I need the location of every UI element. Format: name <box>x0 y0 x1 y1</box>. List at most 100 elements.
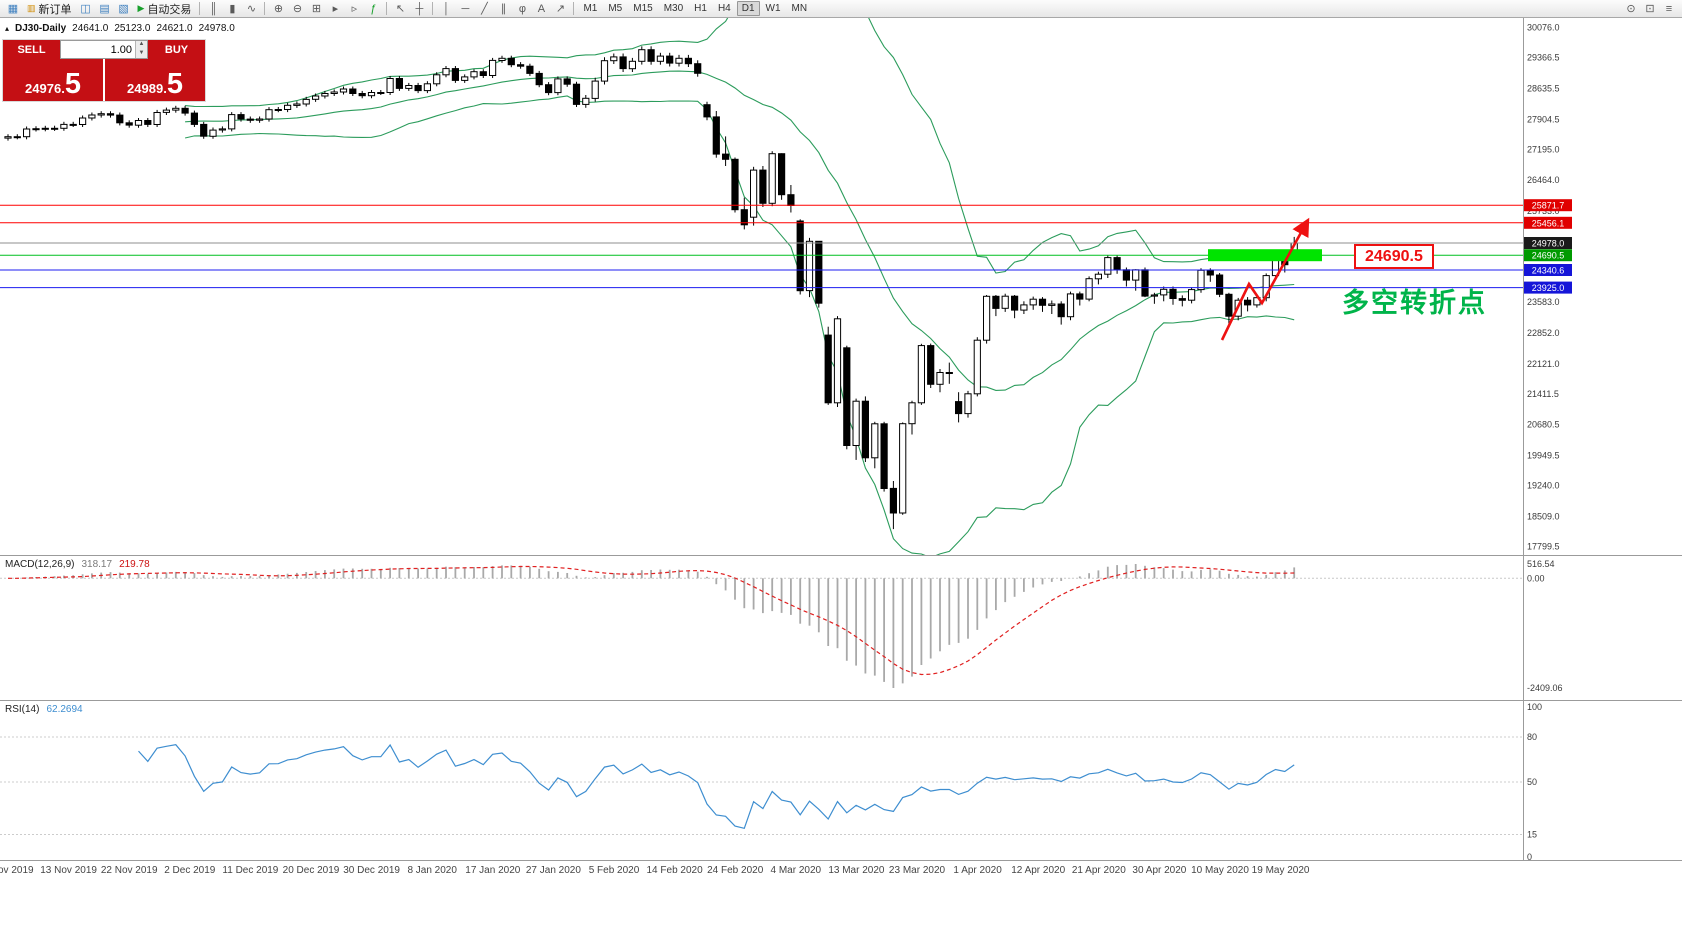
cursor-icon[interactable]: ↖ <box>395 3 406 15</box>
zoom-out-icon[interactable]: ⊖ <box>292 3 303 15</box>
sell-button[interactable]: SELL <box>3 40 60 59</box>
channel-icon[interactable]: ∥ <box>500 3 507 15</box>
price-axis-label: 28635.5 <box>1527 83 1560 93</box>
tile-windows-icon[interactable]: ⊞ <box>311 3 322 15</box>
sell-price-main: 24976. <box>25 81 65 96</box>
candle-body <box>1085 278 1093 300</box>
timeframe-w1[interactable]: W1 <box>765 3 781 14</box>
trend-arrow[interactable] <box>1220 217 1310 341</box>
panel-collapse-icon[interactable]: ▴ <box>5 24 10 33</box>
indicators-icon[interactable]: ƒ <box>370 2 377 15</box>
candle-body <box>1001 295 1009 309</box>
price-level-label-box <box>1524 249 1572 262</box>
fibonacci-icon[interactable]: φ <box>518 2 526 15</box>
price-axis-label: 27904.5 <box>1527 114 1560 124</box>
candle-body <box>1169 288 1177 299</box>
vertical-line-icon[interactable]: │ <box>443 2 450 15</box>
zoom-in-icon[interactable]: ⊕ <box>273 3 284 15</box>
candle-body <box>442 68 450 76</box>
sell-price-big: 5 <box>64 68 81 101</box>
price-level-label-box <box>1524 199 1572 212</box>
rsi-chart[interactable]: 100 80 50 15 0 <box>0 701 1682 860</box>
price-callout-label[interactable]: 24690.5 <box>1354 244 1434 270</box>
timeframe-m15[interactable]: M15 <box>633 3 653 14</box>
toolbar-separator <box>573 2 575 15</box>
candle-body <box>162 109 171 113</box>
date-axis-label: 20 Dec 2019 <box>282 865 340 876</box>
main-chart[interactable]: 30076.0 29366.5 28635.5 27904.5 27195.0 26464… <box>0 18 1682 555</box>
timeframe-m1[interactable]: M1 <box>583 3 598 14</box>
ohlc-open: 24641.0 <box>72 23 109 34</box>
arrow-object-icon[interactable]: ↗ <box>555 3 566 15</box>
rsi-panel[interactable]: 100 80 50 15 0 RSI(14) 62.2694 <box>0 700 1682 860</box>
window-list-icon[interactable]: ≡ <box>1665 2 1673 15</box>
candle-body <box>610 56 618 62</box>
candle-body <box>759 169 767 204</box>
candle-body <box>1029 298 1037 306</box>
candle-body <box>656 55 664 62</box>
window-cascade-icon[interactable]: ⊡ <box>1645 3 1655 15</box>
timeframe-h1[interactable]: H1 <box>694 3 707 14</box>
timeframe-m5[interactable]: M5 <box>608 3 623 14</box>
auto-scroll-icon[interactable]: ▸ <box>332 3 339 15</box>
macd-chart[interactable]: 516.54 0.00 -2409.06 <box>0 556 1682 700</box>
text-label-icon[interactable]: A <box>537 2 546 15</box>
candle-body <box>535 72 543 86</box>
date-axis-label: 13 Mar 2020 <box>828 865 885 876</box>
navigator-icon[interactable]: ▧ <box>118 3 129 15</box>
rsi-axis-label: 0 <box>1527 852 1532 860</box>
timeframe-d1[interactable]: D1 <box>736 1 760 16</box>
timeframe-mn[interactable]: MN <box>791 3 808 14</box>
chart-window-icon[interactable]: ▦ <box>7 3 19 15</box>
candle-body <box>1178 298 1186 301</box>
volume-up-button[interactable]: ▲ <box>136 41 147 50</box>
candle-body <box>498 57 506 61</box>
date-axis-label: 22 Nov 2019 <box>100 865 158 876</box>
timeframe-h4[interactable]: H4 <box>717 3 731 14</box>
volume-box: ▲ ▼ <box>60 40 148 59</box>
price-axis-label: 27195.0 <box>1527 144 1560 154</box>
candle-body <box>927 345 935 385</box>
horizontal-line-icon[interactable]: ─ <box>461 2 470 15</box>
macd-panel[interactable]: 516.54 0.00 -2409.06 MACD(12,26,9) 318.17 … <box>0 555 1682 700</box>
trendline-icon[interactable]: ╱ <box>481 3 488 15</box>
macd-signal-value: 219.78 <box>119 559 150 570</box>
highlight-rectangle[interactable] <box>1208 249 1322 262</box>
candle-body <box>302 98 310 105</box>
candle-body <box>1244 299 1252 306</box>
candlestick-type-icon[interactable]: ▮ <box>229 3 236 15</box>
candle-body <box>750 169 758 218</box>
buy-price-button[interactable]: 24989. 5 <box>105 59 205 101</box>
candle-body <box>787 194 795 206</box>
candle-body <box>13 136 21 139</box>
new-order-button[interactable]: ▥ 新订单 <box>23 1 76 17</box>
macd-axis-label: 516.54 <box>1527 559 1555 569</box>
search-icon[interactable]: ⊙ <box>1626 3 1636 15</box>
volume-down-button[interactable]: ▼ <box>136 49 147 58</box>
main-chart-panel[interactable]: 30076.0 29366.5 28635.5 27904.5 27195.0 26464… <box>0 18 1682 555</box>
macd-signal-line <box>8 565 1295 676</box>
price-level-label-box <box>1524 237 1572 249</box>
price-level-label: 24690.5 <box>1532 251 1565 261</box>
volume-input[interactable] <box>61 41 135 58</box>
timeframe-m30[interactable]: M30 <box>663 3 684 14</box>
sell-price-button[interactable]: 24976. 5 <box>3 59 103 101</box>
chart-shift-icon[interactable]: ▹ <box>351 3 358 15</box>
buy-price-main: 24989. <box>127 81 167 96</box>
chart-profiles-icon[interactable]: ◫ <box>80 3 91 15</box>
crosshair-icon[interactable]: ┼ <box>415 2 424 15</box>
candle-body <box>153 112 161 125</box>
market-watch-icon[interactable]: ▤ <box>99 3 110 15</box>
line-chart-type-icon[interactable]: ∿ <box>246 3 257 15</box>
candle-body <box>218 128 227 131</box>
auto-trading-button[interactable]: ▶ 自动交易 <box>134 1 196 17</box>
rsi-indicator-name: RSI(14) <box>5 704 40 715</box>
candle-body <box>964 393 972 415</box>
candle-body <box>936 372 944 385</box>
turning-point-note[interactable]: 多空转折点 <box>1342 288 1487 318</box>
buy-button[interactable]: BUY <box>148 40 205 59</box>
bollinger-middle-band <box>185 70 1295 391</box>
price-level-label: 25871.7 <box>1532 201 1565 211</box>
bar-chart-type-icon[interactable]: ║ <box>209 2 218 15</box>
